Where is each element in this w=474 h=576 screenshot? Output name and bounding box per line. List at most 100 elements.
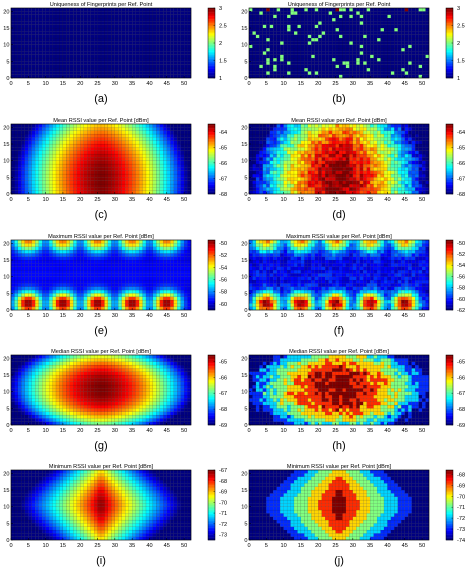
heatmap-cell <box>177 61 181 65</box>
heatmap-cell <box>286 57 291 62</box>
heatmap-cell <box>114 157 119 161</box>
heatmap-cell <box>163 180 167 185</box>
heatmap-cell <box>311 14 315 19</box>
heatmap-cell <box>128 167 133 171</box>
heatmap-cell <box>142 130 147 135</box>
colorbar-step <box>446 141 453 143</box>
heatmap-cell <box>304 61 308 65</box>
heatmap-cell <box>352 180 357 185</box>
heatmap-cell <box>266 7 270 12</box>
heatmap-cell <box>345 183 350 188</box>
heatmap-cell <box>14 44 19 49</box>
heatmap-cell <box>359 133 364 138</box>
heatmap-cell <box>118 153 122 158</box>
heatmap-cell <box>290 130 295 135</box>
heatmap-cell <box>62 143 67 148</box>
panel-caption: (c) <box>95 209 108 221</box>
heatmap-cell <box>187 187 192 191</box>
heatmap-cell <box>90 187 95 191</box>
heatmap-cell <box>180 127 185 131</box>
heatmap-cell <box>342 67 347 72</box>
heatmap-cell <box>180 54 185 59</box>
heatmap-cell <box>35 137 39 141</box>
heatmap-cell <box>83 47 88 52</box>
heatmap-cell <box>145 71 150 75</box>
heatmap-cell <box>125 177 129 181</box>
heatmap-cell <box>10 160 15 165</box>
heatmap-cell <box>132 306 136 311</box>
colorbar-step <box>208 66 215 68</box>
heatmap-cell <box>90 57 95 62</box>
heatmap-cell <box>286 140 291 145</box>
heatmap-cell <box>387 7 392 12</box>
heatmap-cell <box>359 57 364 62</box>
heatmap-cell <box>48 183 53 188</box>
heatmap-cell <box>328 67 333 72</box>
heatmap-cell <box>170 14 174 19</box>
heatmap-cell <box>276 51 281 55</box>
heatmap-cell <box>55 130 60 135</box>
heatmap-cell <box>121 183 126 188</box>
heatmap-cell <box>104 153 109 158</box>
heatmap-cell <box>276 34 281 39</box>
heatmap-cell <box>104 57 109 62</box>
heatmap-cell <box>14 170 19 175</box>
heatmap-cell <box>163 47 167 52</box>
heatmap-cell <box>408 163 412 168</box>
heatmap-cell <box>38 306 43 311</box>
heatmap-cell <box>152 133 157 138</box>
heatmap-cell <box>114 143 119 148</box>
heatmap-cell <box>293 187 298 191</box>
heatmap-cell <box>304 147 308 151</box>
heatmap-cell <box>111 74 115 79</box>
heatmap-cell <box>80 71 84 75</box>
heatmap-cell <box>163 61 167 65</box>
heatmap-cell <box>35 167 39 171</box>
heatmap-cell <box>87 299 91 304</box>
colorbar-tick-label: 2 <box>457 41 460 47</box>
heatmap-cell <box>73 47 77 52</box>
heatmap-cell <box>42 17 46 22</box>
heatmap-cell <box>10 143 15 148</box>
heatmap-cell <box>335 173 340 178</box>
heatmap-cell <box>156 123 160 128</box>
heatmap-cell <box>132 163 136 168</box>
heatmap-cell <box>286 7 291 12</box>
heatmap-cell <box>311 180 315 185</box>
heatmap-cell <box>307 71 312 75</box>
heatmap-cell <box>10 123 15 128</box>
heatmap-cell <box>42 157 46 161</box>
heatmap-cell <box>383 71 388 75</box>
heatmap-cell <box>387 61 392 65</box>
heatmap-cell <box>100 74 105 79</box>
heatmap-cell <box>421 37 426 42</box>
heatmap-cell <box>363 44 367 49</box>
heatmap-cell <box>390 180 395 185</box>
heatmap-cell <box>59 143 64 148</box>
heatmap-cell <box>255 183 260 188</box>
heatmap-cell <box>111 7 115 12</box>
heatmap-cell <box>318 147 322 151</box>
heatmap-cell <box>107 34 112 39</box>
heatmap-cell <box>59 67 64 72</box>
heatmap-cell <box>21 51 25 55</box>
heatmap-cell <box>349 51 353 55</box>
heatmap-cell <box>376 173 381 178</box>
heatmap-cell <box>55 133 60 138</box>
heatmap-cell <box>300 64 305 69</box>
heatmap-cell <box>97 303 102 307</box>
heatmap-cell <box>293 153 298 158</box>
colorbar-step <box>208 44 215 46</box>
heatmap-cell <box>138 7 143 12</box>
heatmap-cell <box>297 51 302 55</box>
heatmap-cell <box>97 173 102 178</box>
heatmap-cell <box>383 51 388 55</box>
heatmap-cell <box>52 303 57 307</box>
heatmap-cell <box>318 24 322 29</box>
heatmap-cell <box>300 190 305 195</box>
heatmap-cell <box>359 170 364 175</box>
heatmap-cell <box>415 31 419 35</box>
heatmap-cell <box>352 37 357 42</box>
heatmap-cell <box>156 130 160 135</box>
